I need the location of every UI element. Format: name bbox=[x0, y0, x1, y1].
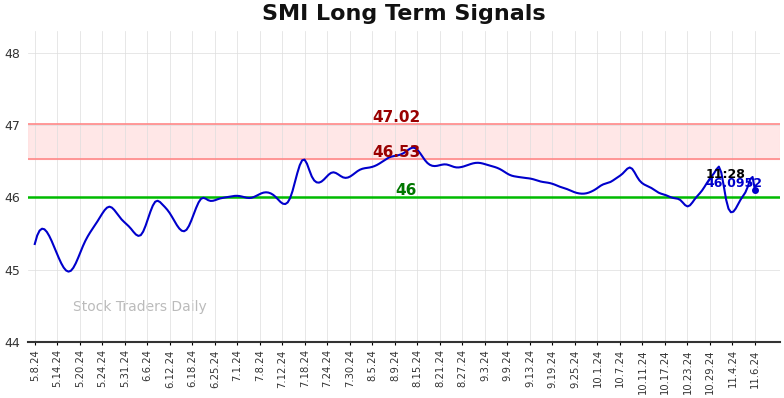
Text: 46.53: 46.53 bbox=[372, 145, 421, 160]
Text: 46.0952: 46.0952 bbox=[706, 177, 762, 190]
Text: 46: 46 bbox=[395, 183, 416, 198]
Text: 11:28: 11:28 bbox=[706, 168, 746, 181]
Text: Stock Traders Daily: Stock Traders Daily bbox=[73, 300, 206, 314]
Bar bbox=[27, 124, 780, 159]
Text: 47.02: 47.02 bbox=[372, 109, 421, 125]
Title: SMI Long Term Signals: SMI Long Term Signals bbox=[262, 4, 546, 24]
